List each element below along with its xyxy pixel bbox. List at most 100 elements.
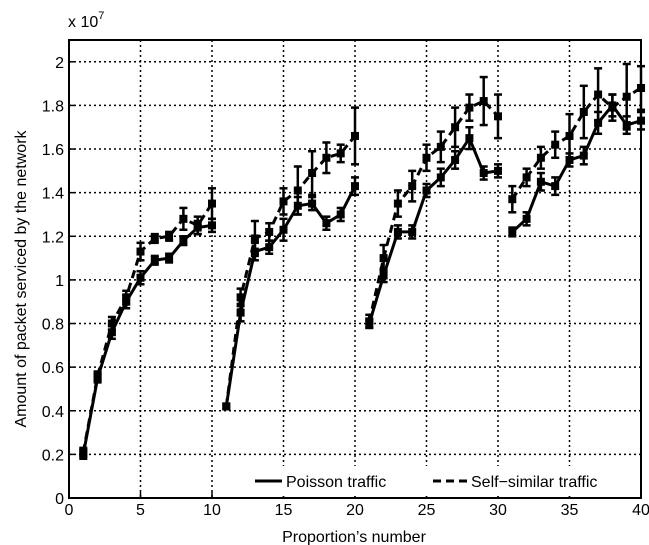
- data-point: [136, 273, 145, 282]
- data-point: [393, 199, 402, 208]
- series-line: [224, 135, 357, 407]
- data-point: [465, 103, 474, 112]
- data-point: [150, 256, 159, 265]
- data-point: [79, 448, 88, 457]
- data-point: [594, 90, 603, 99]
- x-axis-label: Proportion’s number: [282, 529, 426, 545]
- data-point: [608, 103, 617, 112]
- data-point: [179, 236, 188, 245]
- data-point: [222, 402, 231, 411]
- y-tick-label: 0.2: [42, 447, 64, 464]
- series-line: [511, 86, 642, 201]
- data-point: [250, 234, 259, 243]
- data-point: [351, 131, 359, 140]
- data-point: [494, 166, 502, 175]
- data-point: [551, 140, 560, 149]
- data-point: [136, 247, 145, 256]
- x-tick-label: 20: [346, 502, 364, 519]
- data-point: [594, 118, 603, 127]
- y-tick-label: 1.6: [42, 142, 64, 159]
- data-point: [179, 214, 188, 223]
- data-point: [93, 371, 102, 380]
- data-point: [465, 134, 474, 143]
- x-tick-label: 35: [561, 502, 579, 519]
- x-tick-label: 15: [275, 502, 293, 519]
- series-line: [511, 103, 642, 234]
- data-point: [322, 219, 331, 228]
- y-tick-label: 0.4: [42, 404, 64, 421]
- y-tick-label: 0.8: [42, 317, 64, 334]
- data-point: [393, 227, 402, 236]
- data-point: [579, 151, 588, 160]
- y-tick-label: 0: [55, 491, 64, 508]
- data-point: [336, 149, 345, 158]
- data-point: [265, 243, 274, 252]
- data-point: [637, 83, 645, 92]
- data-point: [622, 92, 631, 101]
- data-point: [522, 214, 531, 223]
- data-point: [379, 271, 388, 280]
- x-axis-ticks: 0 5 10 15 20 25 30 35 40: [65, 492, 649, 519]
- x-tick-label: 25: [418, 502, 436, 519]
- legend: Poisson traffic Self−similar traffic: [248, 466, 640, 496]
- y-tick-label: 1.8: [42, 98, 64, 115]
- y-tick-label: 0.6: [42, 360, 64, 377]
- y-tick-label: 1.2: [42, 229, 64, 246]
- data-point: [107, 328, 116, 337]
- data-point: [579, 107, 588, 116]
- data-point: [551, 182, 560, 191]
- data-point: [422, 186, 431, 195]
- legend-box: [248, 466, 640, 496]
- y-tick-label: 1: [55, 273, 64, 290]
- series-self-similar: [79, 62, 645, 458]
- series-line: [81, 202, 214, 453]
- y-axis-ticks: 0 0.2 0.4 0.6 0.8 1 1.2 1.4 1.6 1.8 2: [42, 55, 75, 508]
- data-point: [351, 182, 359, 191]
- data-point: [279, 225, 288, 234]
- data-point: [436, 173, 445, 182]
- data-point: [365, 317, 374, 326]
- y-tick-label: 1.4: [42, 186, 64, 203]
- data-point: [522, 173, 531, 182]
- y-axis-multiplier: x 107: [68, 10, 104, 31]
- data-point: [208, 199, 216, 208]
- data-point: [322, 153, 331, 162]
- data-point: [193, 221, 202, 230]
- data-point: [565, 155, 574, 164]
- legend-label-self-similar: Self−similar traffic: [471, 474, 597, 491]
- x-tick-label: 5: [136, 502, 145, 519]
- data-point: [451, 155, 460, 164]
- data-point: [536, 177, 545, 186]
- data-point: [165, 232, 174, 241]
- data-point: [508, 195, 517, 204]
- x-tick-label: 30: [489, 502, 507, 519]
- data-point: [379, 254, 388, 263]
- data-point: [565, 131, 574, 140]
- series-line: [367, 99, 500, 322]
- x-tick-label: 0: [65, 502, 74, 519]
- y-tick-label: 2: [55, 55, 64, 72]
- data-point: [451, 123, 460, 132]
- data-point: [479, 169, 488, 178]
- data-point: [308, 199, 317, 208]
- data-point: [236, 293, 245, 302]
- data-point: [150, 234, 159, 243]
- data-point: [265, 227, 274, 236]
- data-point: [536, 153, 545, 162]
- data-point: [422, 153, 431, 162]
- data-point: [508, 227, 517, 236]
- data-point: [494, 112, 502, 121]
- y-axis-label: Amount of packet serviced by the network: [13, 129, 30, 427]
- series-line: [367, 136, 499, 324]
- x-tick-label: 40: [632, 502, 649, 519]
- series-line: [81, 223, 213, 455]
- data-point: [279, 197, 288, 206]
- data-point: [479, 97, 488, 106]
- legend-label-poisson: Poisson traffic: [286, 474, 386, 491]
- data-point: [165, 254, 174, 263]
- series-layer: [79, 62, 645, 460]
- data-point: [408, 182, 417, 191]
- data-point: [637, 116, 645, 125]
- data-point: [236, 308, 245, 317]
